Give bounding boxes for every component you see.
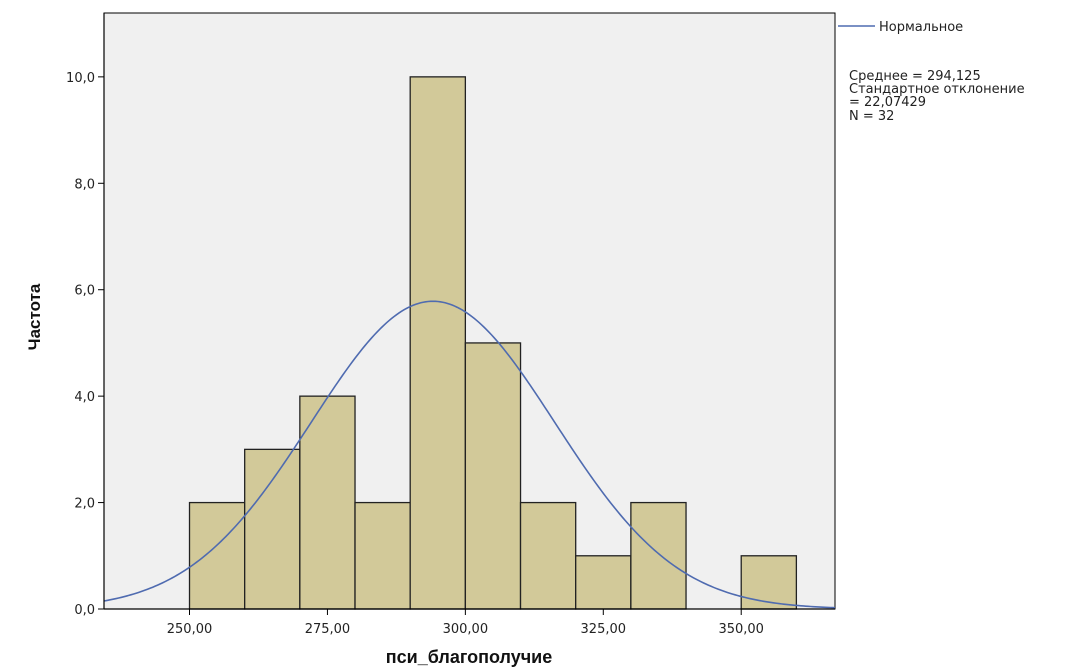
- legend: Нормальное Среднее = 294,125 Стандартное…: [838, 20, 1025, 124]
- legend-stat-mean: Среднее = 294,125: [849, 69, 981, 84]
- x-tick-label: 325,00: [581, 622, 627, 637]
- histogram-bar-330-340: [630, 501, 687, 610]
- histogram-bar-310-320: [519, 501, 577, 610]
- histogram-bar-270-280: [299, 395, 356, 610]
- legend-stat-n: N = 32: [849, 109, 894, 124]
- bars-group: [188, 76, 798, 610]
- histogram-bar-260-270: [244, 448, 301, 610]
- y-tick-label: 0,0: [74, 603, 95, 618]
- x-tick-label: 275,00: [305, 622, 351, 637]
- y-tick-label: 2,0: [74, 497, 95, 512]
- histogram-bar-290-300: [409, 76, 467, 610]
- legend-series-label: Нормальное: [879, 20, 963, 35]
- legend-stat-std-value: = 22,07429: [849, 95, 926, 110]
- y-axis-label: Частота: [25, 283, 44, 350]
- ticks-group: 0,0 2,0 4,0 6,0 8,0 10,0 250,00 275,00 300,00 325…: [66, 71, 764, 637]
- histogram-bar-350-360: [740, 555, 798, 610]
- histogram-bar-280-290: [354, 501, 411, 610]
- x-axis-label: пси_благополучие: [386, 647, 552, 667]
- normal-curve: [103, 300, 836, 609]
- x-tick-label: 250,00: [167, 622, 213, 637]
- legend-stat-std-label: Стандартное отклонение: [849, 82, 1025, 97]
- y-tick-label: 8,0: [74, 177, 95, 192]
- y-tick-label: 10,0: [66, 71, 95, 86]
- histogram-bar-300-310: [464, 342, 522, 610]
- axes-group: [103, 13, 835, 610]
- histogram-bar-320-330: [575, 555, 632, 610]
- y-tick-label: 4,0: [74, 390, 95, 405]
- y-tick-label: 6,0: [74, 284, 95, 299]
- x-tick-label: 350,00: [718, 622, 764, 637]
- x-tick-label: 300,00: [443, 622, 489, 637]
- histogram-bar-250-260: [188, 501, 246, 610]
